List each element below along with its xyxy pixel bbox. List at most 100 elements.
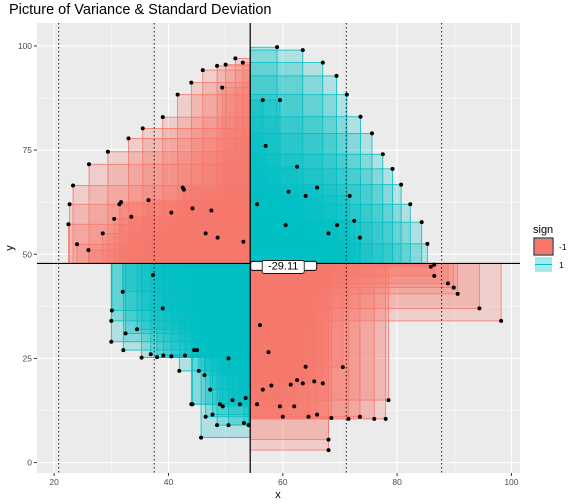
deviation-rect-negative: [249, 263, 315, 382]
data-point: [288, 382, 293, 387]
deviation-rect-negative: [249, 263, 389, 401]
data-point: [190, 206, 195, 211]
data-point: [139, 355, 144, 360]
deviation-rect-negative: [249, 263, 361, 418]
data-point: [295, 164, 300, 169]
deviation-rect-negative: [142, 128, 251, 264]
deviation-rect-negative: [249, 263, 284, 418]
data-point: [326, 437, 331, 442]
data-point: [335, 223, 340, 228]
deviation-rect-positive: [249, 99, 281, 264]
data-point: [303, 193, 308, 198]
data-point: [100, 231, 105, 236]
deviation-rect-negative: [242, 241, 251, 264]
data-point: [226, 356, 231, 361]
data-point: [277, 98, 282, 103]
data-point: [263, 143, 268, 148]
data-point: [190, 402, 195, 407]
y-axis-title: y: [4, 245, 16, 251]
deviation-rect-positive: [249, 233, 329, 264]
data-point: [280, 414, 285, 419]
data-point: [183, 353, 188, 358]
deviation-rect-positive: [162, 263, 251, 356]
data-point: [241, 421, 246, 425]
deviation-rect-negative: [249, 263, 375, 420]
data-point: [109, 339, 114, 344]
x-axis-title: x: [275, 489, 281, 501]
data-point: [203, 414, 208, 419]
data-point: [455, 291, 460, 296]
data-point: [161, 353, 166, 358]
data-point: [160, 306, 165, 311]
deviation-rect-positive: [249, 187, 318, 264]
x-tick-label: 60: [278, 477, 288, 487]
deviation-rect-positive: [184, 263, 251, 356]
data-point: [344, 92, 349, 97]
y-tick-label: 75: [23, 145, 33, 155]
data-point: [109, 308, 114, 313]
x-tick-label: 100: [504, 477, 518, 487]
data-point: [175, 92, 180, 97]
deviation-rect-negative: [249, 263, 307, 368]
data-point: [220, 85, 225, 90]
deviation-rect-positive: [110, 263, 251, 322]
data-point: [109, 318, 114, 323]
deviation-rect-positive: [198, 263, 251, 372]
deviation-rect-negative: [249, 263, 329, 441]
deviation-rect-negative: [249, 263, 281, 407]
deviation-rect-positive: [249, 224, 338, 264]
data-point: [86, 248, 91, 253]
data-point: [357, 414, 362, 419]
data-point: [255, 202, 260, 207]
data-point: [66, 222, 71, 227]
data-point: [300, 48, 305, 53]
data-point: [112, 216, 117, 221]
data-point: [241, 239, 246, 244]
data-point: [181, 187, 186, 192]
data-point: [303, 364, 308, 369]
deviation-rect-positive: [219, 263, 251, 405]
data-point: [121, 348, 126, 353]
y-tick-label: 25: [23, 353, 33, 363]
data-point: [428, 264, 433, 269]
data-point: [383, 416, 388, 421]
deviation-rect-negative: [249, 263, 332, 419]
deviation-rect-negative: [249, 263, 349, 420]
data-point: [425, 241, 430, 246]
data-point: [260, 387, 265, 392]
data-point: [499, 318, 504, 323]
legend-title: sign: [533, 224, 553, 236]
data-point: [209, 208, 214, 213]
deviation-rect-negative: [249, 263, 295, 407]
data-point: [140, 126, 145, 131]
data-point: [372, 416, 377, 421]
data-point: [326, 231, 331, 236]
data-point: [169, 210, 174, 215]
deviation-rect-negative: [118, 203, 251, 264]
deviation-rect-positive: [249, 116, 361, 264]
data-point: [399, 182, 404, 187]
data-point: [369, 131, 374, 136]
x-tick-label: 20: [49, 477, 59, 487]
data-point: [217, 402, 222, 407]
data-point: [215, 235, 220, 240]
data-point: [200, 68, 205, 73]
deviation-rect-negative: [202, 69, 251, 264]
data-point: [260, 98, 265, 103]
legend: sign -1 1: [533, 224, 567, 272]
deviation-rect-positive: [249, 133, 373, 264]
legend-label-neg: -1: [559, 242, 567, 252]
data-point: [257, 323, 262, 328]
deviation-rect-positive: [249, 153, 384, 264]
data-point: [295, 378, 300, 383]
y-tick-label: 100: [18, 41, 32, 51]
data-point: [135, 327, 140, 332]
data-point: [432, 273, 437, 278]
deviation-rect-negative: [249, 263, 298, 381]
data-point: [169, 354, 174, 359]
data-point: [226, 423, 231, 428]
data-point: [240, 60, 245, 65]
data-point: [146, 198, 151, 203]
deviation-rect-negative: [192, 208, 251, 264]
